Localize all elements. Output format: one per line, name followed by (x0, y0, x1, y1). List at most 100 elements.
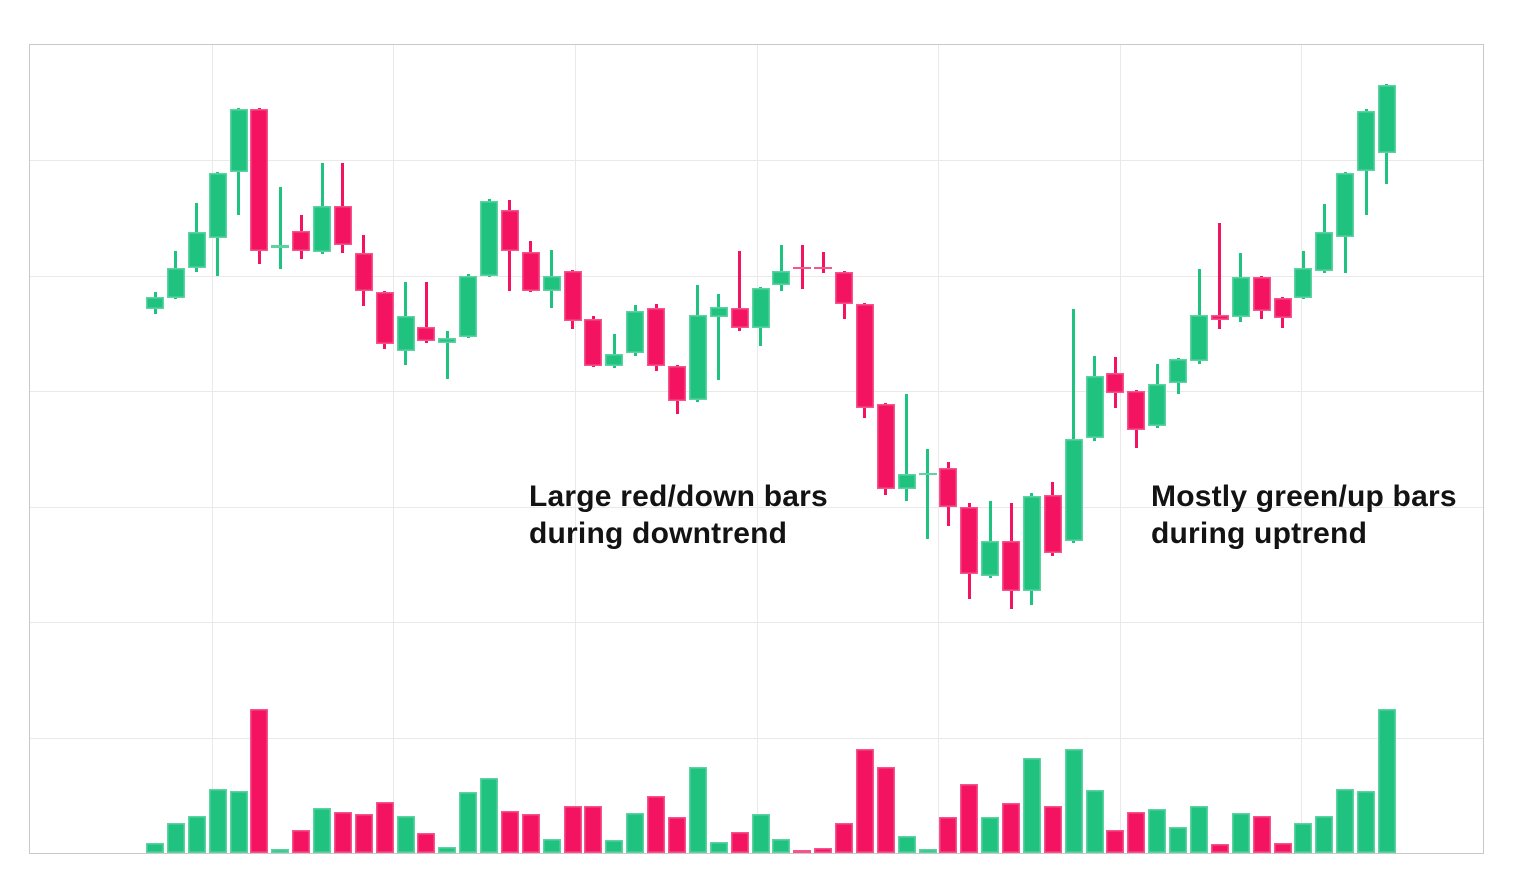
volume-bar-down (292, 830, 311, 853)
volume-bar-up (1148, 809, 1167, 853)
volume-bar-down (417, 833, 436, 853)
volume-bar-up (981, 817, 1000, 853)
candle-body-up (459, 276, 478, 337)
candle-body-down (563, 271, 582, 321)
gridline-vertical (574, 45, 576, 853)
candle-body-down (1127, 391, 1146, 430)
volume-bar-up (1377, 709, 1396, 853)
candle-body-down (1002, 541, 1021, 591)
annotation-downtrend-line2: during downtrend (529, 517, 788, 550)
candle-body-down (814, 267, 833, 269)
candle-wick (717, 294, 721, 380)
volume-bar-up (1336, 789, 1355, 853)
volume-bar-up (897, 836, 916, 853)
candle-body-up (166, 268, 185, 298)
candle-body-down (521, 252, 540, 291)
volume-bar-down (563, 806, 582, 853)
volume-bar-down (375, 802, 394, 853)
volume-bar-down (500, 811, 519, 853)
gridline-horizontal (30, 506, 1483, 508)
candle-body-up (1357, 111, 1376, 171)
candle-wick (612, 334, 616, 368)
volume-bar-down (584, 806, 603, 853)
volume-bar-up (271, 849, 290, 853)
candle-wick (424, 282, 428, 343)
candle-body-down (1043, 495, 1062, 553)
volume-bar-down (250, 709, 269, 853)
volume-bar-up (459, 792, 478, 853)
candle-body-up (313, 206, 332, 252)
volume-bar-up (480, 778, 499, 853)
volume-bar-down (1210, 844, 1229, 853)
candle-body-up (1022, 496, 1041, 591)
volume-bar-up (1169, 827, 1188, 853)
volume-bar-up (396, 816, 415, 853)
candle-body-up (688, 315, 707, 400)
candle-body-down (1106, 373, 1125, 393)
volume-bar-up (1357, 791, 1376, 853)
candle-body-down (1252, 277, 1271, 311)
candle-body-up (1190, 315, 1208, 361)
candle-body-up (1169, 359, 1188, 383)
volume-bar-down (793, 850, 812, 853)
volume-bar-up (1315, 816, 1334, 853)
volume-bar-up (1231, 813, 1250, 853)
plot-area (29, 44, 1484, 854)
volume-bar-down (939, 817, 958, 853)
candle-body-up (772, 271, 791, 285)
volume-bar-up (166, 823, 185, 853)
gridline-vertical (938, 45, 940, 853)
candle-body-up (897, 474, 916, 489)
candle-body-down (876, 404, 895, 489)
candle-wick (738, 251, 742, 331)
gridline-horizontal (30, 275, 1483, 277)
annotation-uptrend-line1: Mostly green/up bars (1151, 480, 1457, 513)
candle-body-down (1210, 315, 1229, 320)
candle-body-down (500, 210, 519, 251)
candle-body-up (187, 232, 206, 268)
candle-body-down (354, 253, 373, 291)
volume-bar-up (709, 842, 728, 853)
volume-bar-down (1106, 830, 1125, 853)
candle-body-up (1377, 85, 1396, 153)
candle-body-up (542, 276, 561, 291)
candle-body-up (271, 245, 290, 248)
volume-bar-down (876, 767, 895, 853)
annotation-uptrend-line2: during uptrend (1151, 517, 1368, 550)
volume-bar-down (521, 814, 540, 853)
candle-wick (445, 331, 449, 379)
volume-bar-up (1190, 806, 1208, 853)
candle-body-up (709, 307, 728, 317)
candle-wick (821, 252, 825, 273)
gridline-horizontal (30, 622, 1483, 624)
candle-body-down (730, 308, 749, 328)
volume-bar-up (438, 847, 457, 853)
candle-body-up (1294, 268, 1313, 298)
gridline-vertical (1119, 45, 1121, 853)
annotation-downtrend: Large red/down bars during downtrend (529, 478, 828, 552)
candle-body-up (751, 288, 770, 328)
gridline-vertical (1301, 45, 1303, 853)
candle-body-down (292, 231, 311, 251)
candle-wick (1218, 223, 1222, 329)
gridline-horizontal (30, 160, 1483, 162)
volume-bar-up (688, 767, 707, 853)
annotation-uptrend: Mostly green/up bars during uptrend (1151, 478, 1457, 552)
volume-bar-up (772, 839, 791, 853)
candle-body-down (250, 109, 269, 251)
gridline-vertical (756, 45, 758, 853)
volume-bar-up (1085, 790, 1104, 853)
candle-body-down (375, 292, 394, 344)
volume-bar-up (1064, 749, 1083, 853)
candle-body-down (855, 304, 874, 408)
candle-body-down (668, 366, 686, 401)
volume-bar-down (354, 814, 373, 853)
volume-bar-up (542, 839, 561, 853)
candle-body-up (146, 297, 164, 309)
candle-wick (278, 187, 282, 269)
candle-body-up (229, 109, 248, 172)
candle-body-down (417, 327, 436, 341)
volume-bar-down (814, 848, 833, 853)
volume-bar-up (751, 814, 770, 853)
